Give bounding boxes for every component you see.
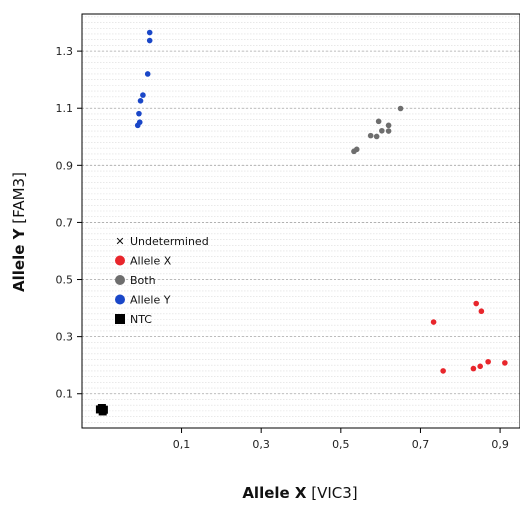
legend-label: Allele X — [130, 255, 172, 268]
axis-ticks: 0.1 0.3 0.5 0.7 0.9 1.1 1.3 0,1 0,3 0,5 0,7 0,9 — [56, 45, 509, 451]
y-axis-title: Allele Y [FAM3] — [10, 172, 28, 292]
legend-marker-allele-y — [115, 294, 125, 305]
point-ntc — [99, 405, 108, 414]
x-tick-label: 0,7 — [412, 438, 430, 451]
legend-marker-undetermined: ✕ — [115, 235, 124, 248]
point-allele-x — [478, 308, 485, 315]
point-both — [367, 132, 374, 139]
y-tick-label: 1.1 — [56, 102, 74, 115]
point-allele-x — [430, 319, 437, 325]
legend-marker-both — [115, 275, 125, 285]
legend-label: Undetermined — [130, 235, 209, 248]
legend-marker-allele-x — [115, 255, 125, 266]
minor-grid — [82, 16, 520, 429]
legend-marker-ntc — [115, 314, 125, 324]
data-points — [95, 29, 508, 416]
point-both — [397, 105, 404, 112]
y-tick-label: 0.9 — [56, 159, 74, 172]
point-allele-x — [502, 360, 508, 366]
point-allele-y — [136, 119, 143, 126]
y-tick-label: 0.3 — [56, 331, 74, 344]
legend: ✕ Undetermined Allele X Both Allele Y NTC — [115, 235, 209, 326]
point-allele-x — [440, 368, 446, 374]
y-axis-title-bold: Allele Y — [10, 227, 28, 292]
point-both — [375, 118, 382, 125]
point-allele-y — [146, 29, 153, 36]
point-allele-y — [137, 97, 144, 104]
point-both — [379, 127, 385, 134]
x-tick-label: 0,9 — [491, 438, 509, 451]
y-axis-title-unit: [FAM3] — [10, 172, 28, 228]
x-tick-label: 0,3 — [252, 438, 270, 451]
x-tick-label: 0,1 — [173, 438, 191, 451]
point-allele-x — [485, 358, 491, 365]
x-tick-label: 0,5 — [332, 438, 350, 451]
point-both — [353, 146, 360, 153]
point-both — [385, 128, 392, 134]
point-allele-y — [140, 92, 146, 98]
point-both — [373, 133, 380, 140]
point-allele-x — [470, 365, 477, 372]
y-tick-label: 0.5 — [56, 274, 74, 287]
x-axis-title: Allele X [VIC3] — [242, 484, 357, 502]
legend-label: Both — [130, 274, 156, 287]
plot-frame — [81, 13, 520, 429]
point-allele-y — [136, 110, 142, 117]
point-allele-y — [146, 37, 153, 44]
y-tick-label: 0.1 — [56, 388, 74, 401]
legend-label: Allele Y — [130, 294, 171, 307]
legend-label: NTC — [130, 313, 152, 326]
major-grid — [82, 50, 520, 395]
y-tick-label: 1.3 — [56, 45, 74, 58]
point-both — [385, 122, 392, 129]
x-axis-title-unit: [VIC3] — [306, 484, 357, 502]
point-allele-x — [473, 300, 480, 307]
point-allele-x — [477, 363, 483, 370]
x-axis-title-bold: Allele X — [242, 484, 307, 502]
point-allele-y — [144, 71, 151, 77]
y-tick-label: 0.7 — [56, 216, 74, 229]
